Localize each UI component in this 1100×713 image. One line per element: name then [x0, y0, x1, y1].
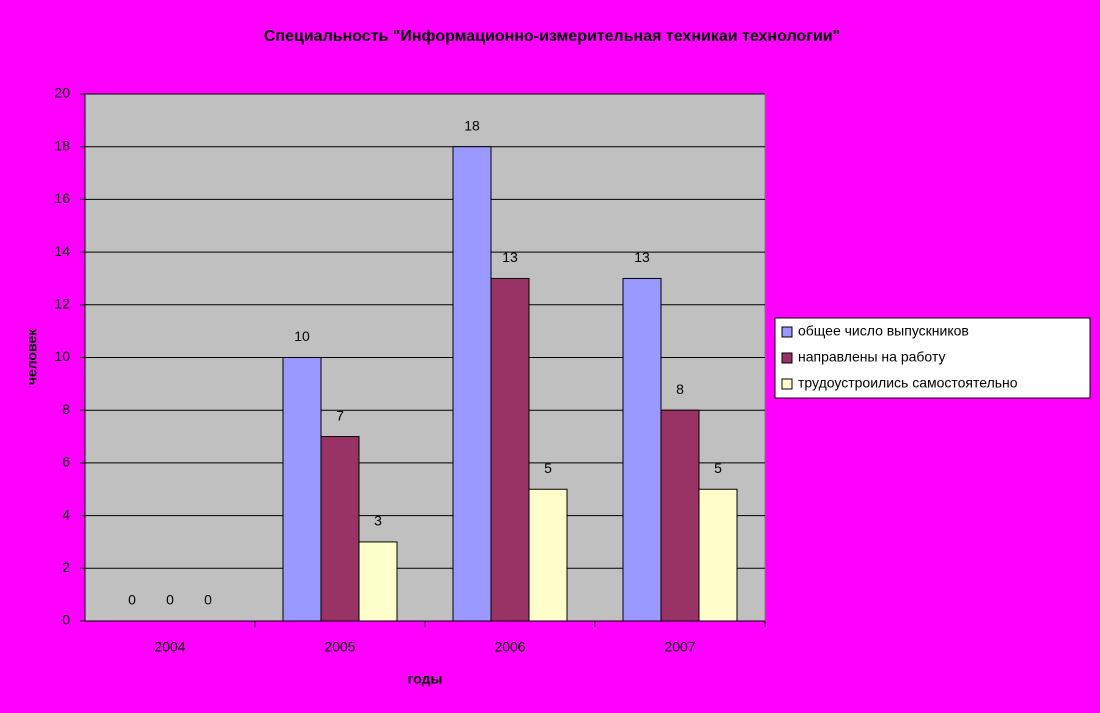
- x-tick-label: 2006: [494, 639, 525, 655]
- data-label: 3: [374, 513, 382, 529]
- y-tick-label: 18: [54, 137, 70, 153]
- legend-label: общее число выпускников: [798, 323, 969, 339]
- x-tick-label: 2004: [154, 639, 185, 655]
- y-axis-label: человек: [24, 328, 40, 385]
- data-label: 18: [464, 117, 480, 133]
- legend-swatch: [781, 352, 793, 364]
- x-tick-label: 2007: [664, 639, 695, 655]
- bar: [282, 357, 322, 622]
- legend-swatch: [781, 378, 793, 390]
- bar: [528, 488, 568, 622]
- y-tick-label: 16: [54, 190, 70, 206]
- y-tick-label: 12: [54, 296, 70, 312]
- bar: [622, 277, 662, 622]
- data-label: 0: [166, 592, 174, 608]
- y-tick-label: 4: [62, 506, 70, 522]
- y-tick-label: 8: [62, 401, 70, 417]
- legend-label: трудоустроились самостоятельно: [798, 375, 1018, 391]
- data-label: 10: [294, 328, 310, 344]
- data-label: 13: [634, 249, 650, 265]
- data-label: 7: [336, 407, 344, 423]
- data-label: 8: [676, 381, 684, 397]
- y-tick-label: 10: [54, 348, 70, 364]
- y-tick-label: 14: [54, 243, 70, 259]
- y-tick-label: 6: [62, 454, 70, 470]
- bar: [660, 409, 700, 622]
- bar: [452, 146, 492, 622]
- x-tick-label: 2005: [324, 639, 355, 655]
- data-label: 13: [502, 249, 518, 265]
- x-axis-label: годы: [408, 671, 443, 687]
- legend: общее число выпускников направлены на раб…: [774, 317, 1091, 399]
- data-label: 5: [714, 460, 722, 476]
- data-label: 0: [128, 592, 136, 608]
- y-tick-label: 2: [62, 559, 70, 575]
- legend-box: [774, 317, 1091, 399]
- bar: [698, 488, 738, 622]
- y-tick-label: 0: [62, 612, 70, 628]
- bar: [320, 436, 360, 622]
- data-label: 5: [544, 460, 552, 476]
- chart-title: Специальность "Информационно-измерительн…: [264, 28, 840, 45]
- y-tick-label: 20: [54, 85, 70, 101]
- legend-swatch: [781, 326, 793, 338]
- data-label: 0: [204, 592, 212, 608]
- legend-label: направлены на работу: [798, 349, 945, 365]
- bar: [358, 541, 398, 622]
- bar: [490, 277, 530, 622]
